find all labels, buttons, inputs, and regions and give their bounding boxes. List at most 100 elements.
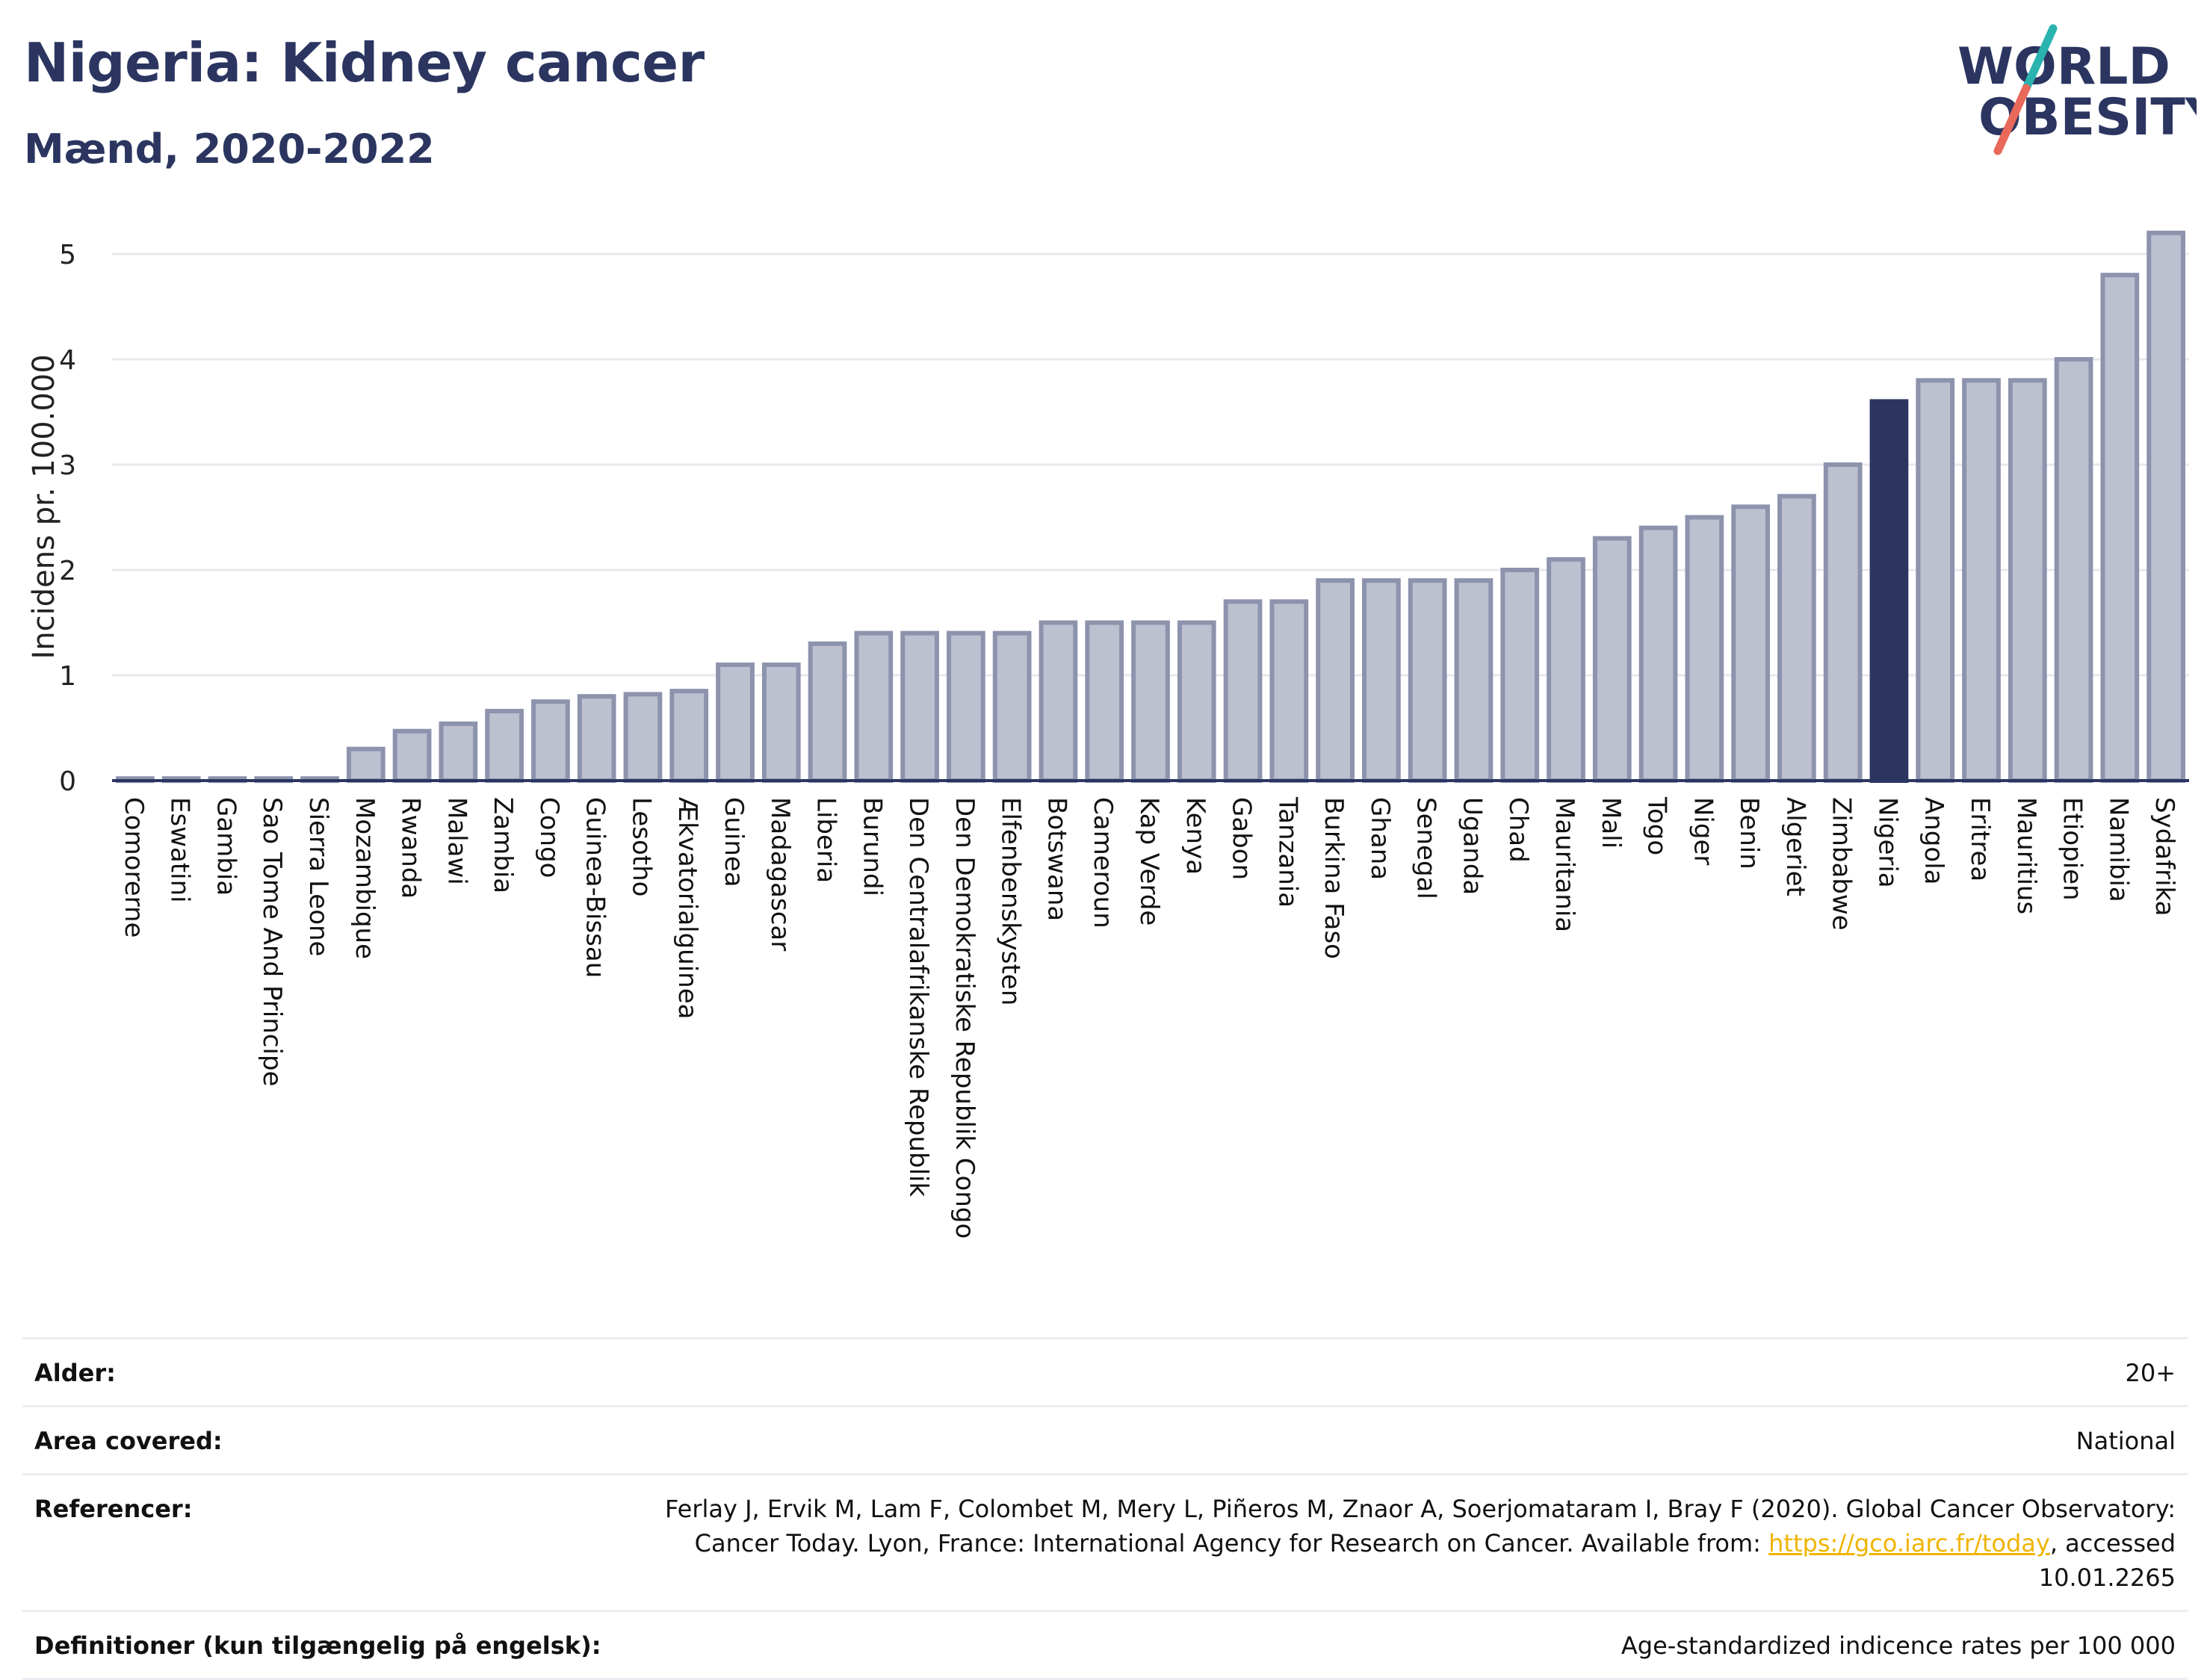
bar [1223, 599, 1263, 783]
y-tick-label: 4 [59, 345, 76, 376]
info-row-age: Alder: 20+ [22, 1339, 2188, 1407]
x-tick-label: Guinea [719, 797, 749, 887]
x-tick-label: Sao Tome And Principe [257, 797, 287, 1086]
bar [531, 699, 570, 783]
x-tick-label: Sierra Leone [303, 797, 333, 956]
bar [1916, 378, 1955, 783]
info-label-definitions: Definitioner (kun tilgængelig på engelsk… [34, 1631, 601, 1660]
info-row-definitions: Definitioner (kun tilgængelig på engelsk… [22, 1612, 2188, 1680]
info-value-definitions: Age-standardized indicence rates per 100… [1621, 1631, 2176, 1660]
reference-link[interactable]: https://gco.iarc.fr/today [1768, 1529, 2050, 1557]
x-tick-label: Eritrea [1965, 797, 1995, 881]
world-obesity-logo: WORLD OBESITY [1957, 24, 2197, 155]
info-value-area: National [2076, 1427, 2176, 1455]
reference-text: Ferlay J, Ervik M, Lam F, Colombet M, Me… [665, 1495, 2176, 1557]
bar [1500, 568, 1540, 783]
bar [669, 689, 709, 784]
y-axis-label: Incidens pr. 100.000 [27, 354, 61, 659]
x-tick-label: Niger [1688, 797, 1718, 865]
bar [1039, 620, 1078, 783]
y-tick-label: 3 [59, 450, 76, 481]
bar [485, 708, 524, 783]
bar [439, 721, 478, 783]
bar [1085, 620, 1124, 783]
x-tick-label: Congo [534, 797, 564, 878]
chart-subtitle: Mænd, 2020-2022 [24, 125, 435, 173]
x-tick-label: Kenya [1180, 797, 1210, 875]
bar [1592, 536, 1632, 783]
x-tick-label: Madagascar [765, 797, 795, 951]
bar [2146, 230, 2185, 784]
category-labels: Comorerne Eswatini Gambia Sao Tome And Prin… [119, 796, 2179, 1239]
bar [1362, 578, 1401, 783]
x-tick-label: Guinea-Bissau [581, 797, 610, 978]
info-value-age: 20+ [2125, 1359, 2176, 1387]
x-tick-label: Zambia [488, 797, 518, 893]
x-tick-label: Gabon [1227, 797, 1257, 880]
bar [1131, 620, 1170, 783]
x-tick-label: Zimbabwe [1827, 797, 1857, 931]
bar [1638, 525, 1678, 783]
bar [854, 630, 894, 783]
x-tick-label: Botswana [1041, 797, 1071, 921]
axes: 0 1 2 3 4 5 Incidens pr. 100.000 [27, 240, 2189, 797]
x-tick-label: Kap Verde [1134, 797, 1164, 926]
info-label-area: Area covered: [34, 1427, 223, 1455]
bar [623, 692, 663, 784]
x-tick-label: Den Demokratiske Republik Congo [950, 797, 979, 1239]
bar [1408, 578, 1447, 783]
x-tick-label: Chad [1503, 797, 1533, 863]
bar [1547, 557, 1585, 783]
bar [392, 728, 432, 783]
x-tick-label: Mali [1596, 797, 1626, 849]
x-tick-label: Mauritius [2011, 797, 2041, 914]
bars [116, 230, 2185, 784]
bar [1269, 599, 1309, 783]
reference-accessed: , accessed 10.01.2265 [2038, 1529, 2176, 1592]
bar-chart: 0 1 2 3 4 5 Incidens pr. 100.000 Comorerne Eswa… [27, 230, 2189, 1239]
bar [1685, 515, 1724, 783]
x-tick-label: Burundi [857, 797, 887, 896]
x-tick-label: Gambia [211, 797, 241, 896]
x-tick-label: Ghana [1365, 797, 1395, 880]
bar [716, 662, 755, 784]
info-row-references: Referencer: Ferlay J, Ervik M, Lam F, Co… [22, 1475, 2188, 1612]
bar [1777, 494, 1816, 783]
x-tick-label: Malawi [442, 797, 471, 885]
x-tick-label: Liberia [811, 797, 841, 883]
bar [346, 746, 386, 784]
info-label-references: Referencer: [34, 1495, 193, 1523]
info-table: Alder: 20+ Area covered: National Refere… [22, 1337, 2188, 1680]
bar [808, 641, 847, 784]
y-tick-label: 0 [59, 766, 76, 797]
x-tick-label: Algeriet [1780, 797, 1810, 896]
x-tick-label: Namibia [2103, 797, 2133, 902]
info-row-area: Area covered: National [22, 1407, 2188, 1475]
bar [1177, 620, 1216, 783]
bar [1962, 378, 2001, 783]
x-tick-label: Rwanda [396, 797, 426, 899]
x-tick-label: Cameroun [1088, 797, 1118, 929]
bar [761, 662, 801, 784]
bar [2100, 273, 2140, 783]
y-tick-label: 1 [59, 661, 76, 692]
x-tick-label: Togo [1642, 796, 1672, 855]
x-tick-label: Ækvatorialguinea [672, 797, 702, 1019]
x-tick-label: Mauritania [1550, 797, 1579, 932]
bar [900, 630, 939, 783]
x-tick-label: Benin [1734, 797, 1764, 870]
bar [992, 630, 1032, 783]
x-tick-label: Burkina Faso [1319, 797, 1349, 959]
x-tick-label: Tanzania [1272, 796, 1302, 908]
y-tick-label: 5 [59, 240, 76, 270]
info-label-age: Alder: [34, 1359, 116, 1387]
bar [2008, 378, 2047, 783]
x-tick-label: Comorerne [119, 797, 149, 937]
x-tick-label: Eswatini [165, 797, 195, 903]
bar [947, 630, 985, 783]
y-tick-label: 2 [59, 556, 76, 586]
bar [2054, 357, 2093, 783]
x-tick-label: Etiopien [2058, 797, 2087, 901]
x-tick-label: Angola [1919, 797, 1949, 884]
logo-slash-teal [2022, 24, 2058, 93]
